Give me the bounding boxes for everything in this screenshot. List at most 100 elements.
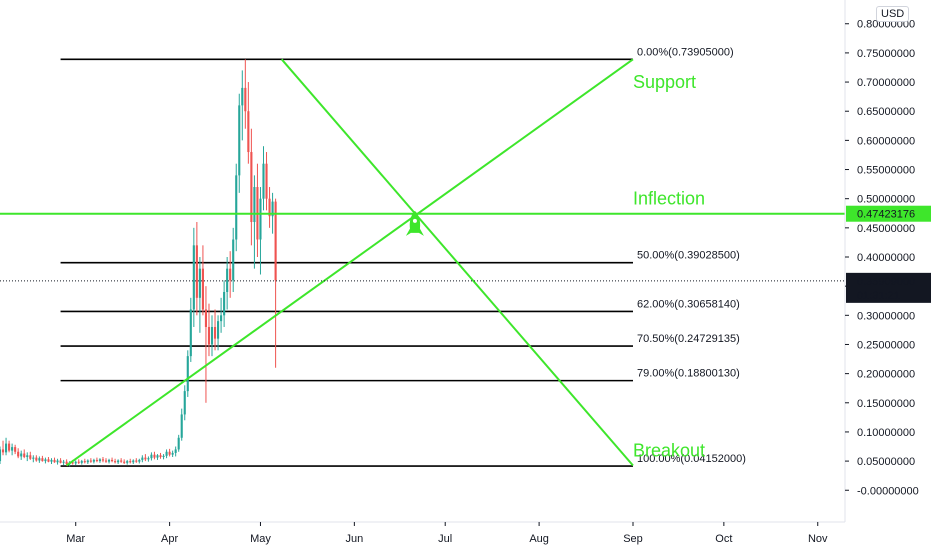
candle-body [35,457,38,461]
x-tick-label: Mar [66,533,85,545]
candle-body [132,460,135,463]
candle-body [135,460,138,462]
candle-body [114,461,117,463]
candle-body [244,87,247,112]
candle-body [265,163,268,199]
candle-body [232,239,235,281]
candle-body [141,457,144,460]
candle-body [165,451,168,456]
candle-body [229,268,232,281]
candle-body [162,455,165,458]
candle-body [8,443,11,451]
candle-body [210,326,214,345]
candle-body [20,453,23,457]
fib-level-label: 62.00%(0.30658140) [637,298,740,310]
candle-body [238,105,241,176]
candle-body [147,458,150,460]
currency-badge[interactable]: USD [876,6,910,22]
candle-body [56,460,59,463]
candle-body [223,291,226,316]
candle-body [104,460,108,462]
candle-body [74,461,77,464]
y-tick-label: 0.60000000 [857,135,915,147]
candle-body [250,152,253,223]
candle-body [83,461,86,463]
candle-body [186,356,189,392]
rocket-fin-left [405,226,411,236]
y-tick-label: 0.10000000 [857,427,915,439]
rocket-icon [405,210,424,236]
candle-body [168,451,171,455]
candle-body [29,455,32,459]
candle-body [44,459,47,462]
trend-line [66,58,634,467]
candle-body [159,455,162,458]
candle-body [0,449,2,462]
candle-body [120,460,123,462]
trend-line [280,58,634,467]
fib-level-label: 50.00%(0.39028500) [637,250,740,262]
candle-body [65,461,68,465]
candle-body [59,460,62,463]
x-tick-label: Aug [529,533,549,545]
candle-body [262,163,265,199]
candle-body [38,458,41,461]
candle-body [220,315,223,322]
fibonacci-retracement[interactable]: 0.00%(0.73905000) 50.00%(0.39028500) 62.00… [60,46,746,467]
candle-body [235,175,238,240]
candle-body [92,459,95,462]
y-tick-label: 0.45000000 [857,223,915,235]
y-tick-label: 0.55000000 [857,165,915,177]
candle-body [189,309,192,357]
trend-lines[interactable] [0,58,845,467]
candle-body [98,459,102,462]
candle-body [77,461,80,463]
candle-body [50,459,53,462]
candle-body [150,454,153,459]
candle-body [32,457,35,459]
candle-body [204,309,208,327]
fib-level-label: 70.50%(0.24729135) [637,333,740,345]
candle-body [247,111,250,153]
candle-body [253,187,256,223]
y-tick-label: 0.70000000 [857,77,915,89]
candle-body [86,460,89,463]
x-tick-label: Sep [623,533,643,545]
x-tick-label: Apr [161,533,178,545]
rocket-fin-right [418,226,424,236]
y-tick-label: 0.50000000 [857,194,915,206]
fib-level-label: 79.00%(0.18800130) [637,368,740,380]
candle-body [107,459,111,462]
y-tick-label: 0.75000000 [857,48,915,60]
y-tick-label: 0.25000000 [857,339,915,351]
candle-body [89,460,92,462]
fib-level-label: 100.00%(0.04152000) [637,453,746,465]
y-tick-label: 0.40000000 [857,252,915,264]
x-tick-label: Jul [438,533,452,545]
candle-body [117,460,120,463]
candle-body [23,453,26,458]
time-axis[interactable]: Mar Apr May Jun Jul Aug Sep Oct Nov [0,521,845,545]
candlestick-series [0,59,277,467]
candle-body [195,245,198,298]
candle-body [271,201,274,217]
fib-level-label: 0.00%(0.73905000) [637,46,734,58]
x-tick-label: May [250,533,271,545]
candle-body [26,455,29,458]
candle-body [198,268,201,298]
candle-body [259,198,262,240]
price-axis[interactable]: 0.800000000.750000000.700000000.65000000… [844,0,932,550]
candle-body [101,459,105,461]
annotation-breakout: Breakout [633,440,705,460]
y-tick-label: 0.15000000 [857,398,915,410]
rocket-window [412,218,417,223]
candle-body [207,326,211,345]
candle-body [123,461,126,463]
inflection-price-tag [846,205,931,222]
candle-body [62,461,65,463]
candle-body [4,443,8,453]
y-tick-label: 0.20000000 [857,369,915,381]
candle-body [144,457,147,460]
candle-body [14,447,17,452]
